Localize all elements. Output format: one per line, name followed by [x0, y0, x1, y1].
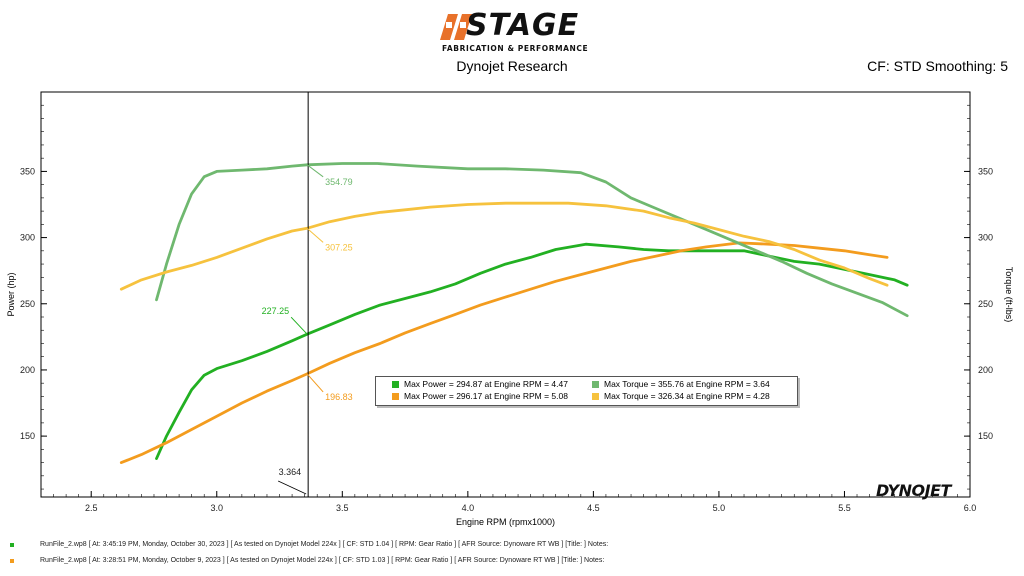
x-tick-label: 5.0 [713, 503, 726, 513]
stage-logo: STAGE FABRICATION & PERFORMANCE [440, 8, 589, 56]
run1-marker-icon [10, 543, 14, 547]
x-tick-label: 4.5 [587, 503, 600, 513]
chart-subtitle: Dynojet Research [456, 58, 568, 74]
y-tick-label: 200 [20, 365, 35, 375]
legend-max-torque-run2: Max Torque = 326.34 at Engine RPM = 4.28 [592, 391, 770, 401]
legend-label: Max Torque = 355.76 at Engine RPM = 3.64 [604, 379, 770, 389]
y-tick-label: 300 [20, 233, 35, 243]
x-tick-label: 3.5 [336, 503, 349, 513]
y2-tick-label: 150 [978, 431, 993, 441]
legend-label: Max Power = 294.87 at Engine RPM = 4.47 [404, 379, 568, 389]
y-tick-label: 150 [20, 431, 35, 441]
cursor-value-label: 3.364 [279, 467, 302, 477]
annotation-leader [306, 227, 324, 243]
x-tick-label: 2.5 [85, 503, 98, 513]
annotation-leader [290, 316, 308, 335]
legend-swatch-torque-run2 [592, 393, 599, 401]
run2-marker-icon [10, 559, 14, 563]
annotation-label: 196.83 [325, 392, 353, 402]
annotation-label: 307.25 [325, 242, 353, 252]
annotation-leader [306, 373, 324, 393]
legend-label: Max Power = 296.17 at Engine RPM = 5.08 [404, 391, 568, 401]
y2-tick-label: 200 [978, 365, 993, 375]
legend-swatch-power-run1 [392, 381, 399, 389]
x-tick-label: 5.5 [838, 503, 851, 513]
cf-smoothing-info: CF: STD Smoothing: 5 [867, 58, 1008, 74]
y2-tick-label: 300 [978, 233, 993, 243]
x-tick-label: 6.0 [964, 503, 977, 513]
legend-swatch-torque-run1 [592, 381, 599, 389]
x-tick-label: 3.0 [210, 503, 223, 513]
legend-row-run2: Max Power = 296.17 at Engine RPM = 5.08 … [376, 391, 797, 404]
series-line-power_run1 [155, 242, 909, 461]
series-line-torque_run2 [119, 201, 889, 291]
racing-flag-icon [440, 14, 472, 40]
plot-area [40, 91, 971, 498]
legend-max-power-run1: Max Power = 294.87 at Engine RPM = 4.47 [392, 379, 568, 389]
series-line-torque_run1 [155, 162, 909, 318]
y-axis-title: Power (hp) [6, 272, 16, 316]
legend-max-torque-run1: Max Torque = 355.76 at Engine RPM = 3.64 [592, 379, 770, 389]
x-tick-label: 4.0 [462, 503, 475, 513]
legend-max-power-run2: Max Power = 296.17 at Engine RPM = 5.08 [392, 391, 568, 401]
annotation-label: 227.25 [262, 306, 290, 316]
chart-legend: Max Power = 294.87 at Engine RPM = 4.47 … [375, 376, 798, 406]
legend-label: Max Torque = 326.34 at Engine RPM = 4.28 [604, 391, 770, 401]
legend-swatch-power-run2 [392, 393, 399, 401]
cursor-leader [277, 480, 307, 495]
y2-tick-label: 350 [978, 166, 993, 176]
y2-tick-label: 250 [978, 299, 993, 309]
dynojet-logo: DYNOJET [876, 481, 951, 500]
logo-text: STAGE [466, 8, 580, 43]
logo-subtext: FABRICATION & PERFORMANCE [442, 44, 589, 53]
series-line-power_run2 [119, 241, 889, 465]
annotation-label: 354.79 [325, 177, 353, 187]
y-tick-label: 350 [20, 166, 35, 176]
y-tick-label: 250 [20, 299, 35, 309]
footer-run1-info: RunFile_2.wp8 [ At: 3:45:19 PM, Monday, … [40, 541, 609, 548]
x-axis-title: Engine RPM (rpmx1000) [456, 517, 555, 527]
footer-run2-info: RunFile_2.wp8 [ At: 3:28:51 PM, Monday, … [40, 557, 605, 564]
y2-axis-title: Torque (ft-lbs) [1004, 267, 1014, 323]
legend-row-run1: Max Power = 294.87 at Engine RPM = 4.47 … [376, 379, 797, 392]
annotation-leader [306, 164, 324, 178]
